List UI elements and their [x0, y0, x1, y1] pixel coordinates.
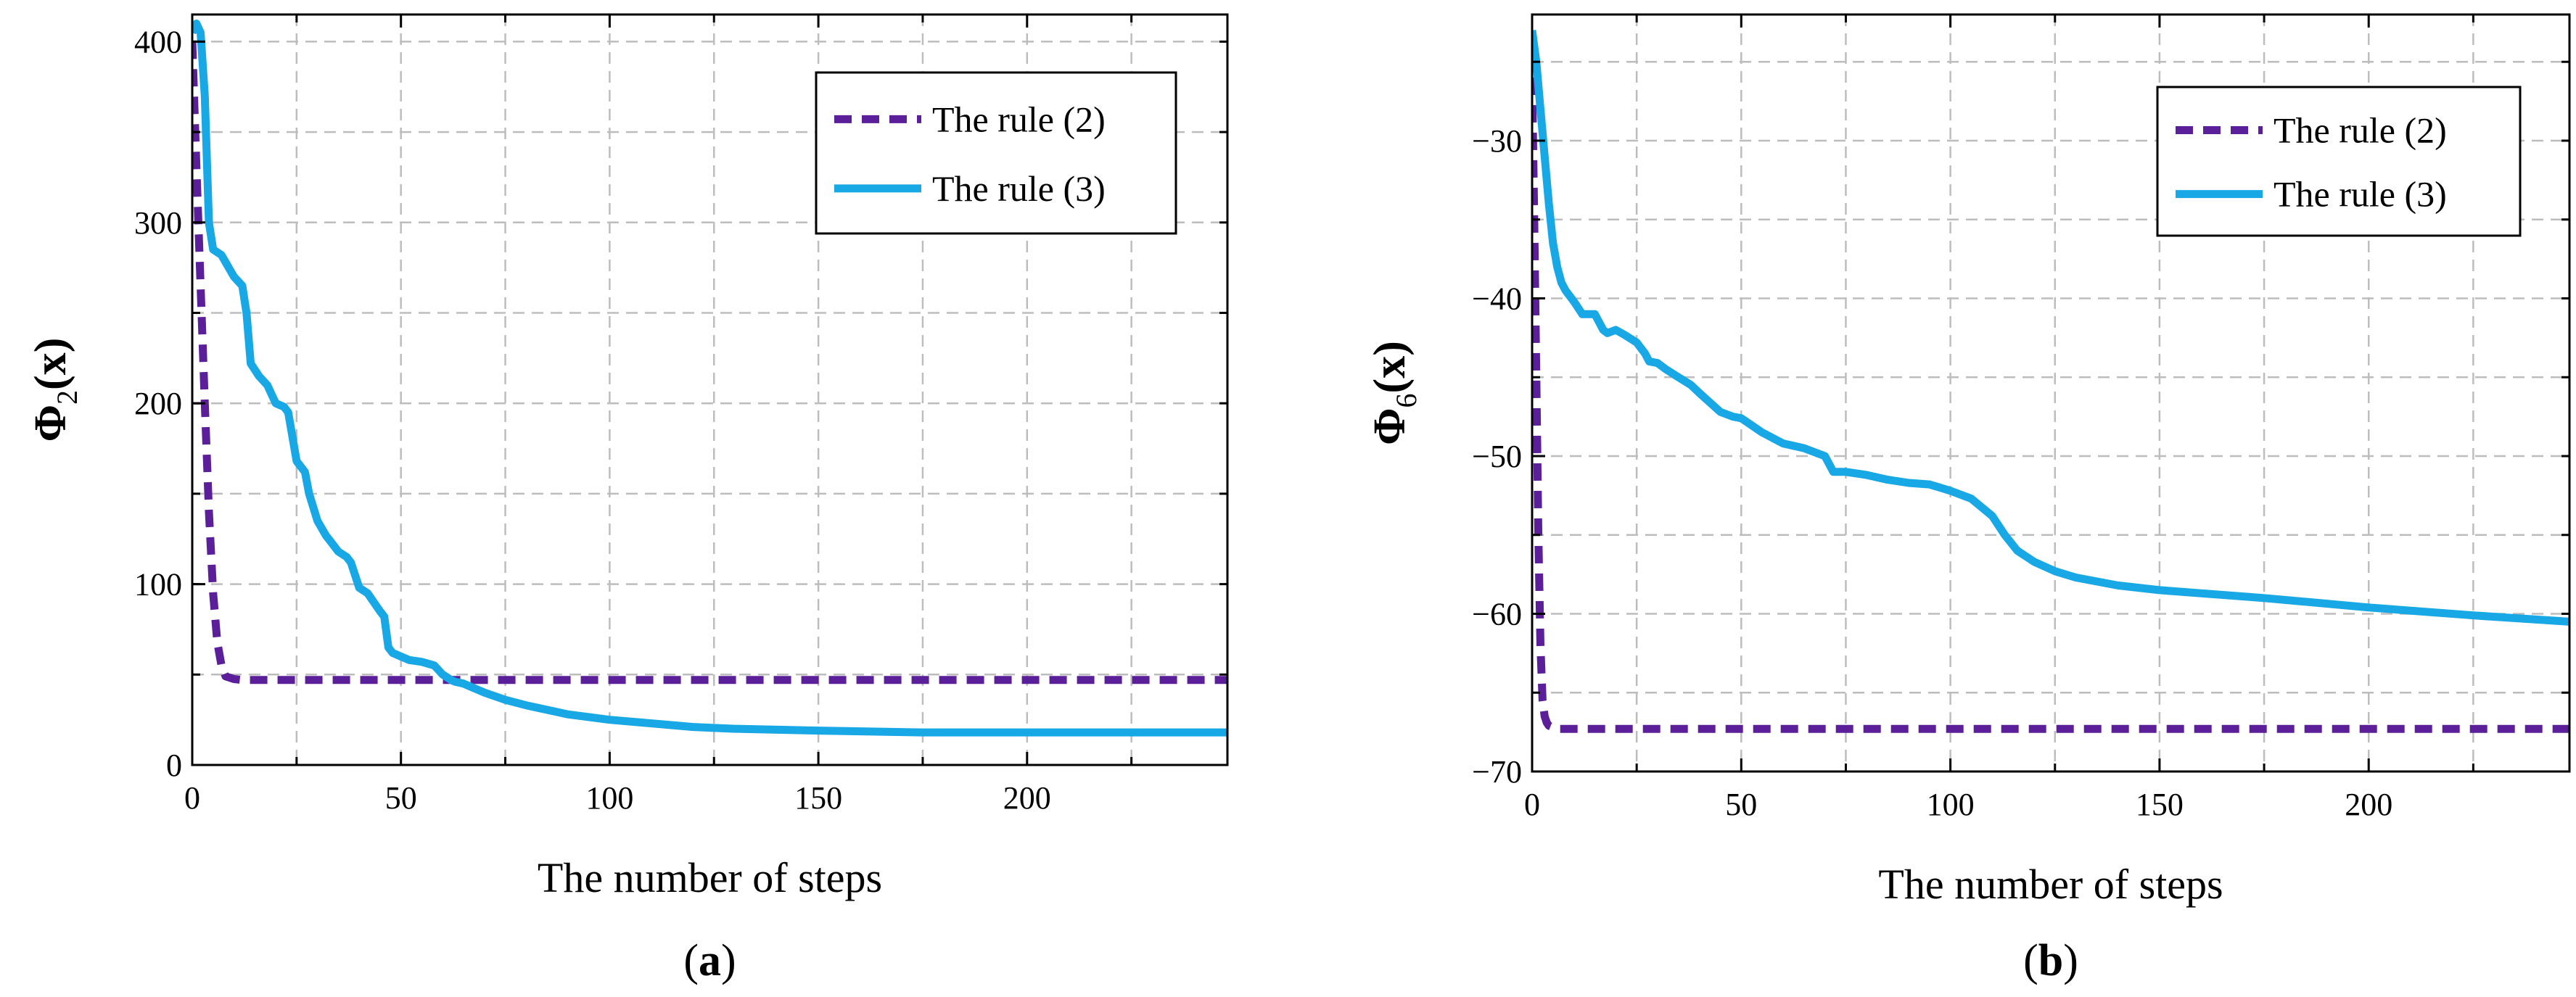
x-tick-label: 200	[1003, 780, 1051, 816]
legend: The rule (2) The rule (3)	[2156, 86, 2522, 237]
plot-frame	[1531, 13, 2571, 773]
panel-paren-open: (	[2023, 936, 2038, 985]
y-tick-label: 100	[134, 567, 182, 603]
x-axis: 0 50 100 150 200	[184, 15, 1133, 816]
y-tick-label: −60	[1472, 597, 1522, 632]
x-tick-label: 150	[794, 780, 842, 816]
x-tick-label: 200	[2345, 787, 2392, 822]
x-tick-label: 100	[1927, 787, 1975, 822]
y-tick-label: −50	[1472, 439, 1522, 474]
y-tick-label: −40	[1472, 281, 1522, 317]
grid	[1532, 15, 2569, 771]
chart-b: 0 50 100 150 200 −30 −40 −50 −60 −70 The number of…	[1365, 13, 2571, 985]
x-axis: 0 50 100 150 200	[1524, 15, 2474, 822]
panel-label: (b)	[2023, 936, 2078, 985]
series-line-2	[192, 20, 1227, 737]
x-tick-label: 100	[585, 780, 633, 816]
series-line-1	[192, 41, 1227, 684]
panel-letter: b	[2038, 936, 2063, 985]
legend-box	[2156, 86, 2522, 237]
y-tick-label: 400	[134, 24, 182, 59]
plot-frame	[191, 13, 1229, 766]
series-group	[192, 20, 1227, 737]
y-tick-label: −30	[1472, 123, 1522, 159]
panel-label: (a)	[683, 936, 736, 985]
legend-label-2: The rule (3)	[2273, 174, 2447, 215]
y-axis: 0 100 200 300 400	[134, 24, 1227, 783]
x-tick-label: 0	[184, 780, 200, 816]
series-line-2	[1532, 30, 2569, 626]
x-axis-title: The number of steps	[1878, 861, 2223, 908]
legend-label-1: The rule (2)	[932, 99, 1106, 139]
x-tick-label: 50	[385, 780, 417, 816]
panel-paren-open: (	[683, 936, 699, 985]
panel-paren-close: )	[2063, 936, 2078, 985]
y-tick-label: 300	[134, 205, 182, 241]
y-tick-label: 200	[134, 386, 182, 421]
x-tick-label: 50	[1725, 787, 1757, 822]
legend-label-2: The rule (3)	[932, 168, 1106, 209]
y-axis-title: Φ6(x)	[1365, 341, 1423, 445]
legend: The rule (2) The rule (3)	[815, 71, 1177, 235]
panel-a: 0 50 100 150 200 0 100 200 300 400 The number of s…	[26, 13, 1229, 985]
chart-a: 0 50 100 150 200 0 100 200 300 400 The number of s…	[26, 13, 1229, 985]
series-line-1	[1532, 77, 2569, 733]
panel-paren-close: )	[721, 936, 736, 985]
y-tick-label: 0	[166, 748, 182, 783]
x-axis-title: The number of steps	[538, 854, 882, 901]
panel-b: 0 50 100 150 200 −30 −40 −50 −60 −70 The number of…	[1288, 0, 2576, 997]
x-tick-label: 150	[2136, 787, 2184, 822]
x-tick-label: 0	[1524, 787, 1540, 822]
grid	[192, 15, 1227, 765]
legend-label-1: The rule (2)	[2273, 109, 2447, 150]
y-title-arg: (x)	[26, 338, 75, 390]
y-title-base: Φ	[26, 405, 75, 442]
y-tick-label: −70	[1472, 754, 1522, 790]
y-title-sub: 2	[51, 390, 83, 405]
y-title-base: Φ	[1365, 408, 1415, 444]
legend-box	[815, 71, 1177, 235]
y-axis: −30 −40 −50 −60 −70	[1472, 60, 2569, 790]
y-title-arg: (x)	[1365, 341, 1415, 393]
series-group	[1532, 30, 2569, 733]
panel-letter: a	[699, 936, 721, 985]
y-axis-title: Φ2(x)	[26, 338, 83, 442]
y-title-sub: 6	[1390, 393, 1423, 408]
